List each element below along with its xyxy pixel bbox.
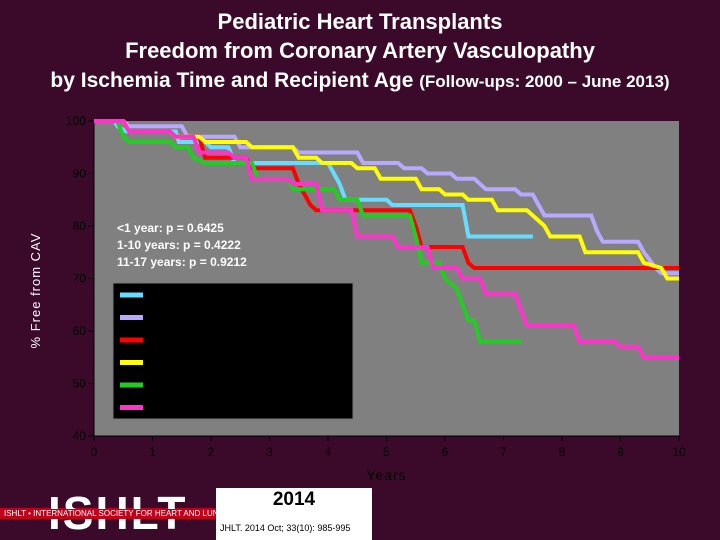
chart-followup-note: (Follow-ups: 2000 – June 2013) [419, 72, 670, 91]
x-tick-label: 4 [325, 445, 332, 459]
citation-box: 2014 JHLT. 2014 Oct; 33(10): 985-995 [216, 488, 372, 540]
logo-tagline: ISHLT • INTERNATIONAL SOCIETY FOR HEART … [0, 509, 216, 519]
series-line-5 [94, 119, 521, 344]
y-tick-label: 60 [73, 324, 87, 338]
x-tick-label: 10 [672, 445, 686, 459]
legend-box [112, 282, 354, 420]
x-tick-label: 9 [617, 445, 624, 459]
y-tick-label: 50 [73, 377, 87, 391]
citation-reference: JHLT. 2014 Oct; 33(10): 985-995 [220, 523, 351, 533]
x-tick-label: 0 [91, 445, 98, 459]
x-tick-label: 8 [559, 445, 566, 459]
x-tick-label: 3 [266, 445, 273, 459]
p-value-annotation: <1 year: p = 0.6425 [117, 221, 224, 235]
series-line-6 [94, 119, 679, 360]
x-tick-label: 6 [442, 445, 449, 459]
y-tick-label: 100 [66, 114, 86, 128]
x-axis-label: Years [366, 467, 406, 483]
p-value-annotation: 11-17 years: p = 0.9212 [117, 255, 247, 269]
y-tick-label: 40 [73, 429, 87, 443]
y-tick-label: 70 [73, 272, 87, 286]
x-tick-label: 5 [383, 445, 390, 459]
chart-titles: Pediatric Heart Transplants Freedom from… [0, 8, 720, 97]
y-tick-label: 90 [73, 167, 87, 181]
y-tick-label: 80 [73, 219, 87, 233]
y-axis-label: % Free from CAV [28, 233, 43, 349]
p-value-annotation: 1-10 years: p = 0.4222 [117, 238, 241, 252]
series-line-4 [94, 119, 679, 281]
x-tick-label: 1 [149, 445, 156, 459]
chart-subtitle-2: by Ischemia Time and Recipient Age (Foll… [0, 66, 720, 97]
chart-subtitle-2-main: by Ischemia Time and Recipient Age [50, 69, 414, 92]
chart-title: Pediatric Heart Transplants [217, 9, 503, 34]
citation-year: 2014 [272, 489, 316, 510]
chart-subtitle: Freedom from Coronary Artery Vasculopath… [125, 38, 595, 63]
x-tick-label: 7 [500, 445, 507, 459]
x-tick-label: 2 [208, 445, 215, 459]
